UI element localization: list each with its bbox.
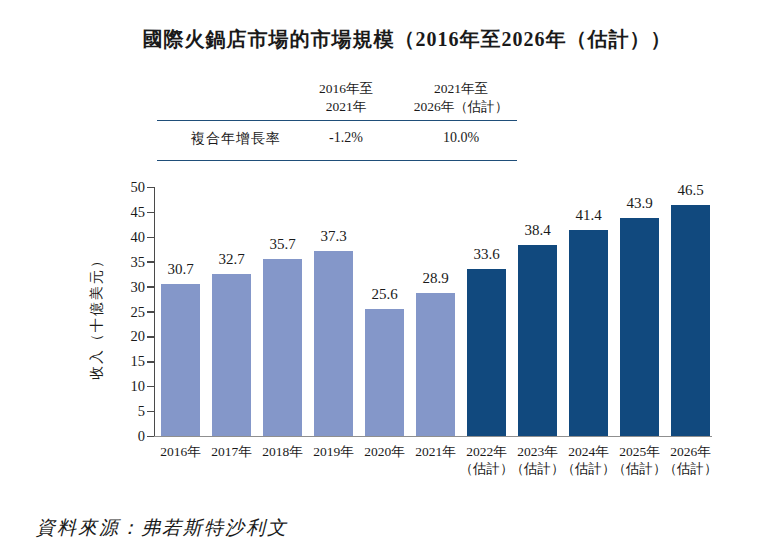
y-tick-label: 0	[107, 427, 145, 446]
x-axis-label: （估計）	[656, 460, 726, 477]
source-note: 資料來源：弗若斯特沙利文	[36, 515, 288, 541]
bar-value-label: 37.3	[304, 228, 364, 245]
bar-value-label: 28.9	[406, 270, 466, 287]
y-tick-label: 40	[107, 228, 145, 247]
y-tick-label: 30	[107, 278, 145, 297]
bar	[416, 293, 455, 437]
bar-value-label: 46.5	[661, 182, 721, 199]
y-tick-label: 50	[107, 178, 145, 197]
bar-value-label: 25.6	[355, 286, 415, 303]
y-tick-label: 35	[107, 253, 145, 272]
bar	[518, 245, 557, 436]
bar	[365, 309, 404, 436]
bar	[212, 274, 251, 437]
x-axis-label: 2026年	[656, 443, 726, 460]
bar-value-label: 32.7	[202, 251, 262, 268]
y-tick-label: 25	[107, 303, 145, 322]
bar-chart: 收入（十億美元） 0510152025303540455030.72016年32…	[0, 0, 774, 554]
y-axis-line	[154, 187, 156, 438]
x-axis-line	[154, 436, 713, 438]
y-tick-label: 20	[107, 327, 145, 346]
bar	[263, 259, 302, 437]
bar-value-label: 33.6	[457, 246, 517, 263]
bar	[671, 205, 710, 437]
bar	[314, 251, 353, 437]
y-tick-label: 10	[107, 377, 145, 396]
y-axis-title: 收入（十億美元）	[88, 252, 106, 380]
y-tick-label: 15	[107, 352, 145, 371]
bar	[161, 284, 200, 437]
bar	[467, 269, 506, 436]
chart-page: 國際火鍋店市場的市場規模（2016年至2026年（估計）） 2016年至 202…	[0, 0, 774, 554]
bar-value-label: 38.4	[508, 222, 568, 239]
bar	[620, 218, 659, 437]
bar	[569, 230, 608, 436]
y-tick-label: 45	[107, 203, 145, 222]
y-tick-label: 5	[107, 402, 145, 421]
